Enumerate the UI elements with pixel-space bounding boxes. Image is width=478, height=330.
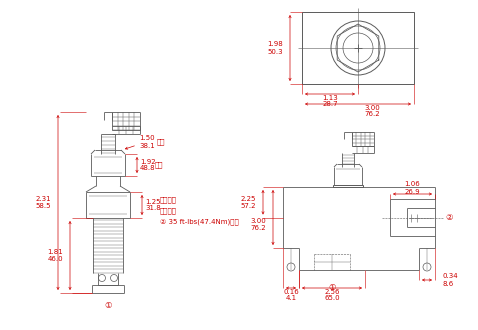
Text: 2.56
65.0: 2.56 65.0 (324, 288, 340, 302)
Text: 安装扭矩: 安装扭矩 (160, 208, 177, 214)
Text: 对边宽度: 对边宽度 (160, 197, 177, 203)
Text: 1.06
26.9: 1.06 26.9 (404, 182, 420, 194)
Text: ①: ① (328, 282, 336, 291)
Text: 最大: 最大 (155, 162, 163, 168)
Text: 2.25
57.2: 2.25 57.2 (240, 196, 256, 209)
Text: 1.25
31.8: 1.25 31.8 (145, 199, 161, 212)
Text: 1.81
46.0: 1.81 46.0 (47, 249, 63, 262)
Text: 直径: 直径 (157, 139, 165, 145)
Text: ①: ① (104, 301, 112, 310)
Text: 1.98
50.3: 1.98 50.3 (267, 42, 283, 54)
Text: 2.31
58.5: 2.31 58.5 (35, 196, 51, 209)
Text: 1.50
38.1: 1.50 38.1 (139, 136, 155, 148)
Text: 3.00
76.2: 3.00 76.2 (364, 105, 380, 117)
Text: 0.34
8.6: 0.34 8.6 (443, 274, 458, 286)
Text: ② 35 ft-lbs(47.4Nm)最大: ② 35 ft-lbs(47.4Nm)最大 (160, 219, 239, 225)
Text: 1.13
28.7: 1.13 28.7 (322, 94, 338, 108)
Text: 1.92
48.8: 1.92 48.8 (140, 158, 156, 172)
Text: ②: ② (445, 213, 453, 222)
Text: 3.00
76.2: 3.00 76.2 (250, 218, 266, 231)
Bar (302, 12, 414, 84)
Text: 0.16
4.1: 0.16 4.1 (283, 288, 299, 302)
